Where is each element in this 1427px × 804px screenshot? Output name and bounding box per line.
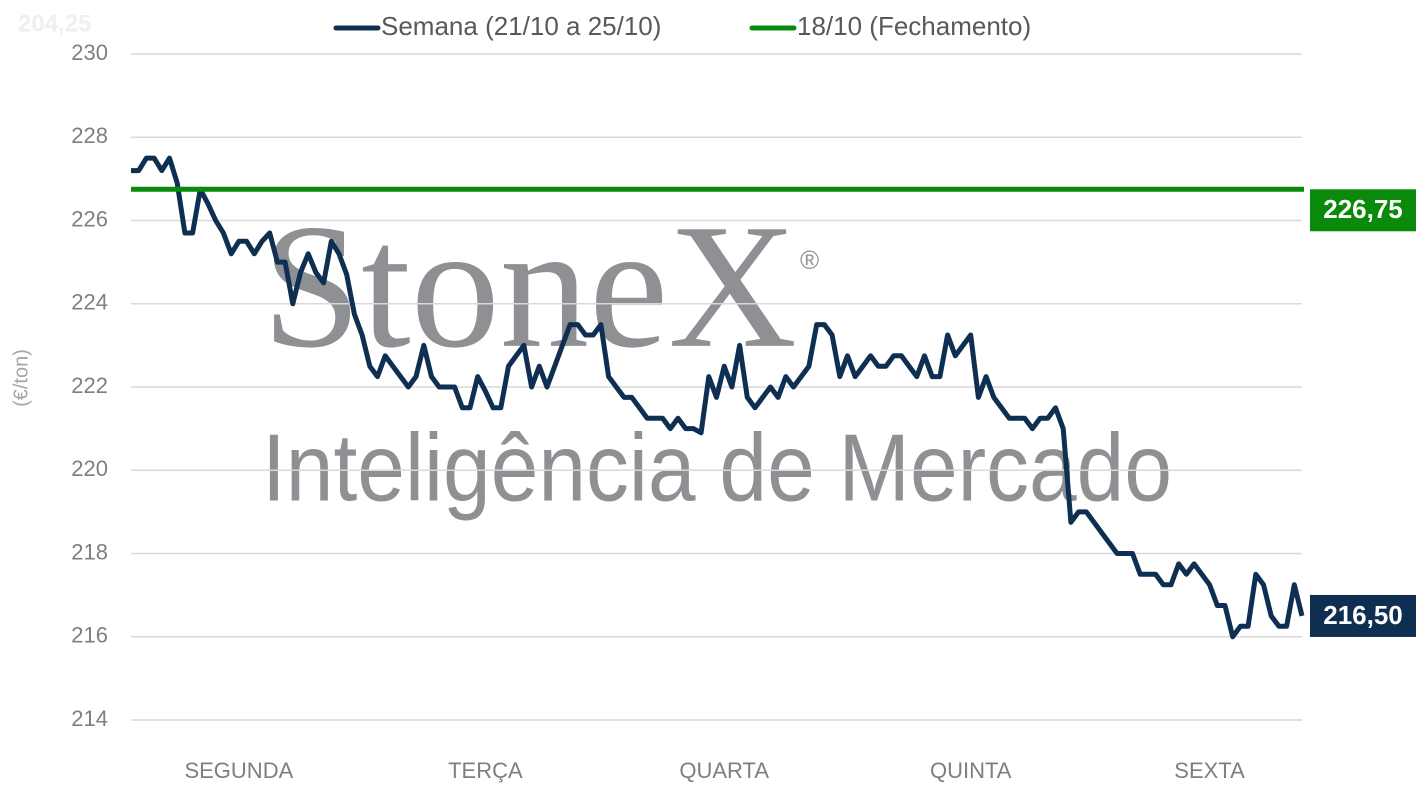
watermark-tagline: Inteligência de Mercado [262,414,1172,521]
legend-label: Semana (21/10 a 25/10) [381,11,661,41]
series-line [131,155,1305,640]
y-tick-label: 214 [71,706,108,731]
y-tick-label: 224 [71,290,108,315]
y-tick-label: 230 [71,40,108,65]
watermark-registered: ® [800,245,819,275]
y-tick-label: 218 [71,539,108,564]
x-tick-label: QUARTA [679,758,769,783]
x-tick-label: SEGUNDA [184,758,293,783]
end-label: 226,75 [1323,194,1403,224]
y-tick-label: 220 [71,456,108,481]
watermark-brand: StoneX [262,187,797,385]
end-label: 216,50 [1323,600,1403,630]
y-tick-label: 226 [71,206,108,231]
y-tick-label: 222 [71,373,108,398]
ghost-label: 204,25 [18,10,91,37]
x-tick-label: SEXTA [1174,758,1245,783]
y-axis-label: (€/ton) [10,349,32,407]
y-tick-label: 216 [71,623,108,648]
x-tick-label: QUINTA [930,758,1012,783]
end-label-box [1310,189,1416,232]
x-tick-label: TERÇA [448,758,523,783]
y-tick-label: 228 [71,123,108,148]
legend-label: 18/10 (Fechamento) [797,11,1031,41]
end-label-box [1310,594,1416,637]
